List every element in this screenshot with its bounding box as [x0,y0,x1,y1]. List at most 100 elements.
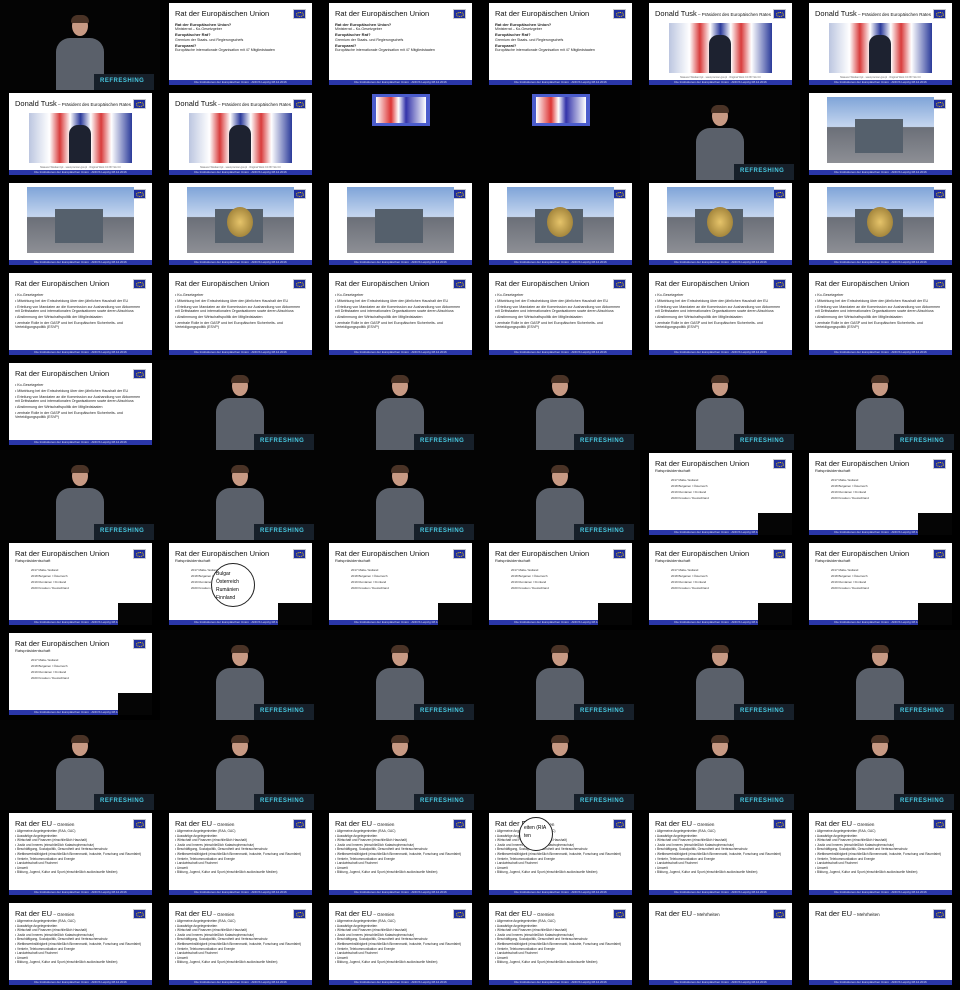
bullet-item: • Auswärtige Angelegenheiten [495,923,538,928]
slide-footer: Die Institutionen der Europäischen Union… [809,890,952,895]
slide-title-sub: – Gremien [52,912,75,917]
slide-footer: Die Institutionen der Europäischen Union… [649,350,792,355]
eu-flag-icon [293,189,306,199]
slide-footer: Die Institutionen der Europäischen Union… [9,260,152,265]
tusk-figure [69,125,91,163]
bullet-item: • zentrale Rolle in der GASP und bei Eur… [335,321,443,330]
eu-flag-icon [773,459,786,469]
magnifier-lens: eiten (RIA ten [519,817,553,851]
speaker-hair [871,375,889,383]
podium: REFRESHING [414,524,474,540]
slide-frame: Die Institutionen der Europäischen Union… [649,183,792,265]
bullet-item: • Wettbewerbsfähigkeit (einschließlich B… [15,851,142,856]
eu-flag-icon [293,909,306,919]
speaker-pip [438,603,472,625]
speaker-frame: REFRESHING [480,720,640,810]
video-frame-thumbnail: Die Institutionen der Europäischen Union… [160,90,320,180]
podium-brand: REFRESHING [260,438,305,444]
rotation-row: 2017 Malta / Estland [671,568,699,572]
bullet-item: • Erteilung von Mandaten an die Kommissi… [15,304,141,314]
slide-title: Rat der EU – Gremien [175,819,234,828]
bullet-item: • Wettbewerbsfähigkeit (einschließlich B… [495,941,622,946]
video-frame-thumbnail: Die Institutionen der Europäischen Union… [0,180,160,270]
eu-flag-icon [293,279,306,289]
video-frame-thumbnail: Die Institutionen der Europäischen Union… [160,270,320,360]
eu-flag-icon [773,189,786,199]
speaker-frame: REFRESHING [480,450,640,540]
podium: REFRESHING [94,524,154,540]
bullet-item: • Wettbewerbsfähigkeit (einschließlich B… [815,851,942,856]
slide-body: • Ko-Gesetzgeber • Mitwirkung bei der Ent… [15,383,145,421]
building-photo [827,97,934,163]
eu-flag-icon [933,819,946,829]
slide-footer: Die Institutionen der Europäischen Union… [649,620,792,625]
slide-item-head: Rat der Europäischen Union? [495,22,552,27]
podium: REFRESHING [734,704,794,720]
slide-title-main: Rat der EU [815,819,853,828]
slide-title: Rat der EU – Gremien [335,819,394,828]
tusk-figure [709,35,731,73]
slide-title-main: Donald Tusk [815,9,857,18]
podium-brand: REFRESHING [580,708,625,714]
bullet-item: • Auswärtige Angelegenheiten [175,923,218,928]
bullet-item: • zentrale Rolle in der GASP und bei Eur… [175,321,283,330]
eu-flag-icon [133,639,146,649]
rotation-row: 2020 Kroatien / Deutschland [671,586,709,590]
photo-caption: Mateusz Wlodarczyk · www.premier.gov.pl … [840,76,921,79]
bullet-item: • Erteilung von Mandaten an die Kommissi… [175,304,301,314]
podium-brand: REFRESHING [420,798,465,804]
slide-footer: Die Institutionen der Europäischen Union… [489,350,632,355]
podium-brand: REFRESHING [420,708,465,714]
video-frame-thumbnail: Die Institutionen der Europäischen Union… [0,900,160,990]
rotation-row: 2018 Bulgarien / Österreich [511,574,548,578]
podium: REFRESHING [734,434,794,450]
slide-body: • Allgemeine Angelegenheiten (RAA, GAC)•… [175,829,305,875]
eu-flag-icon [133,819,146,829]
bullet-item: • Auswärtige Angelegenheiten [815,833,858,838]
podium: REFRESHING [94,794,154,810]
lens-line: ten [524,833,531,839]
bullet-item: • Bildung, Jugend, Kultur und Sport (ein… [495,960,598,965]
podium-brand: REFRESHING [100,528,145,534]
slide-footer: Die Institutionen der Europäischen Union… [649,80,792,85]
building-photo [667,187,774,253]
rotation-row: 2018 Bulgarien / Österreich [191,574,228,578]
bullet-item: • Wirtschaft und Finanzen (einschließlic… [655,838,727,843]
video-frame-thumbnail: REFRESHING [480,720,640,810]
slide-title: Rat der EU – Mehrheiten [655,909,720,918]
video-frame-thumbnail: Die Institutionen der Europäischen Union… [0,630,160,720]
bullet-item: • Beschäftigung, Sozialpolitik, Gesundhe… [15,937,108,942]
rotation-row: 2020 Kroatien / Deutschland [831,586,869,590]
bullet-item: • Allgemeine Angelegenheiten (RAA, GAC) [335,829,396,833]
speaker-hair [711,105,729,113]
podium: REFRESHING [574,434,634,450]
rotation-row: 2017 Malta / Estland [31,658,59,662]
eu-flag-icon [773,9,786,19]
rotation-row: 2020 Kroatien / Deutschland [31,676,69,680]
video-frame-thumbnail [320,90,480,180]
tusk-photo: Mateusz Wlodarczyk · www.premier.gov.pl … [829,23,932,79]
rotation-list: 2017 Malta / Estland 2018 Bulgarien / Öst… [31,567,69,591]
slide-body: • Allgemeine Angelegenheiten (RAA, GAC) •… [335,829,465,875]
slide-frame: Die Institutionen der Europäischen Union… [9,813,152,895]
speaker-figure [50,465,110,540]
bullet-item: • Abstimmung der Wirtschaftspolitik der … [15,315,103,320]
podium: REFRESHING [94,74,154,90]
bullet-item: • Landwirtschaft und Fischerei [815,861,858,866]
video-frame-thumbnail: Die Institutionen der Europäischen Union… [320,180,480,270]
speaker-frame: REFRESHING [160,630,320,720]
slide-footer: Die Institutionen der Europäischen Union… [809,980,952,985]
rotation-row: 2017 Malta / Estland [351,568,379,572]
bullet-item: • Wettbewerbsfähigkeit (einschließlich B… [175,851,302,856]
video-frame-thumbnail: Die Institutionen der Europäischen Union… [800,180,960,270]
bullet-item: • Umwelt [335,865,348,870]
rotation-row: 2017 Malta / Estland [191,568,219,572]
bullet-item: • Wettbewerbsfähigkeit (einschließlich B… [655,851,782,856]
rotation-row: 2020 Kroatien / Deutschland [31,586,69,590]
slide-footer: Die Institutionen der Europäischen Union… [169,170,312,175]
speaker-pip [758,513,792,535]
slide-frame: Die Institutionen der Europäischen Union… [9,273,152,355]
slide-item-head: Europäischer Rat? [175,32,211,38]
auditorium-frame [480,90,640,180]
